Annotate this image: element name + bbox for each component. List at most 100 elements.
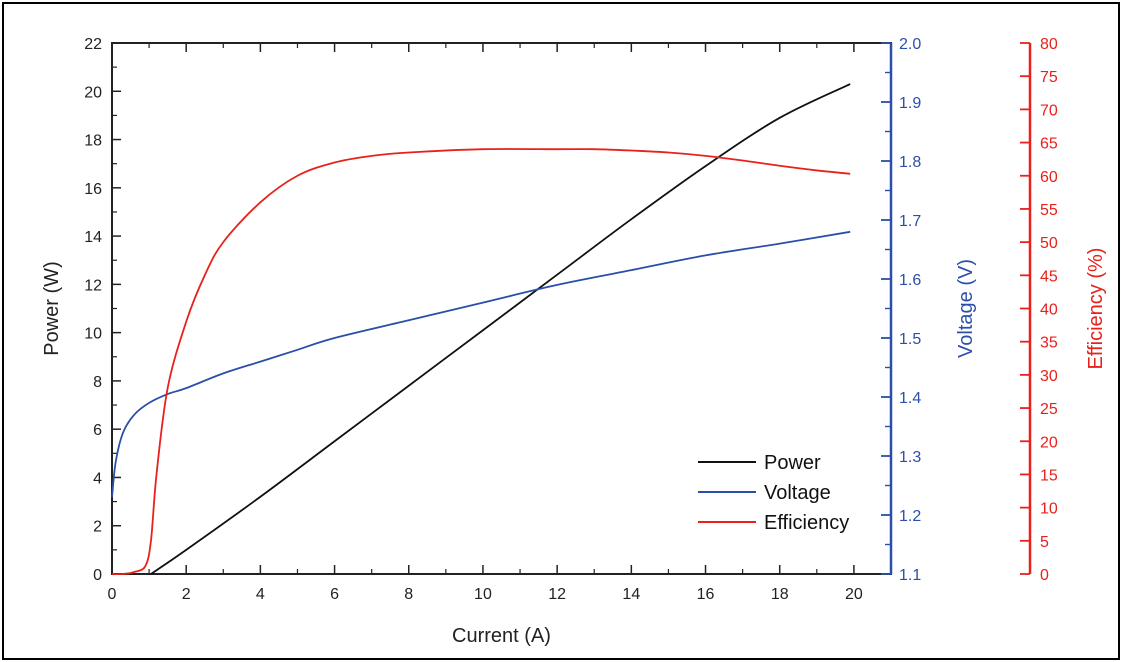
- data-point-efficiency: [850, 173, 851, 174]
- data-point-voltage: [223, 373, 224, 374]
- data-point-power: [260, 496, 261, 497]
- power-tick-label-20: 20: [84, 84, 102, 101]
- power-tick-label-22: 22: [84, 36, 102, 53]
- data-point-efficiency: [668, 152, 669, 153]
- data-point-voltage: [134, 414, 135, 415]
- efficiency-axis-title: Efficiency (%): [1085, 248, 1107, 370]
- power-tick-label-12: 12: [84, 277, 102, 294]
- efficiency-tick-label-30: 30: [1040, 368, 1058, 385]
- power-tick-label-6: 6: [93, 422, 102, 439]
- efficiency-tick-label-75: 75: [1040, 69, 1058, 86]
- efficiency-tick-label-45: 45: [1040, 268, 1058, 285]
- power-tick-label-0: 0: [93, 567, 102, 584]
- x-tick-label-10: 10: [474, 586, 492, 603]
- axes-layer: 0 2 4 6 8 10 12 14 16 18 20 Current (A) 0 2 4 6 8 10 12 14 1…: [41, 36, 1107, 647]
- x-tick-label-18: 18: [771, 586, 789, 603]
- x-tick-label-20: 20: [845, 586, 863, 603]
- series-line-voltage: [111, 230, 851, 498]
- power-axis-title: Power (W): [41, 261, 63, 355]
- x-tick-label-12: 12: [548, 586, 566, 603]
- efficiency-tick-label-25: 25: [1040, 401, 1058, 418]
- data-point-efficiency: [408, 152, 409, 153]
- voltage-tick-label-1-9: 1.9: [899, 95, 921, 112]
- data-point-voltage: [111, 497, 112, 498]
- efficiency-tick-label-10: 10: [1040, 501, 1058, 518]
- voltage-tick-label-1-1: 1.1: [899, 567, 921, 584]
- efficiency-tick-label-5: 5: [1040, 534, 1049, 551]
- data-point-efficiency: [150, 540, 151, 541]
- data-point-power: [334, 441, 335, 442]
- data-point-power: [557, 274, 558, 275]
- x-tick-label-0: 0: [108, 586, 117, 603]
- power-tick-label-10: 10: [84, 326, 102, 343]
- voltage-axis-title: Voltage (V): [955, 259, 977, 358]
- x-tick-label-4: 4: [256, 586, 265, 603]
- x-tick-label-2: 2: [182, 586, 191, 603]
- data-point-efficiency: [123, 573, 124, 574]
- data-point-power: [408, 385, 409, 386]
- data-point-voltage: [297, 349, 298, 350]
- data-point-efficiency: [156, 474, 157, 475]
- data-point-power: [850, 83, 851, 84]
- data-point-voltage: [334, 337, 335, 338]
- efficiency-tick-label-20: 20: [1040, 434, 1058, 451]
- legend: Power Voltage Efficiency: [698, 452, 849, 534]
- efficiency-tick-label-80: 80: [1040, 36, 1058, 53]
- voltage-tick-label-1-3: 1.3: [899, 449, 921, 466]
- data-point-efficiency: [297, 175, 298, 176]
- data-point-voltage: [482, 302, 483, 303]
- series-line-power: [150, 83, 851, 575]
- voltage-tick-label-1-7: 1.7: [899, 213, 921, 230]
- power-tick-label-16: 16: [84, 181, 102, 198]
- legend-label-power: Power: [764, 452, 821, 474]
- data-point-voltage: [631, 270, 632, 271]
- power-tick-label-14: 14: [84, 229, 102, 246]
- x-axis-title: Current (A): [452, 625, 551, 647]
- data-point-efficiency: [482, 149, 483, 150]
- x-tick-label-16: 16: [697, 586, 715, 603]
- data-point-efficiency: [223, 242, 224, 243]
- data-point-efficiency: [204, 275, 205, 276]
- data-point-voltage: [408, 320, 409, 321]
- data-point-power: [631, 219, 632, 220]
- power-tick-label-4: 4: [93, 470, 102, 487]
- x-tick-label-6: 6: [330, 586, 339, 603]
- voltage-tick-label-1-8: 1.8: [899, 154, 921, 171]
- data-point-efficiency: [557, 149, 558, 150]
- data-point-voltage: [115, 461, 116, 462]
- voltage-tick-label-2-0: 2.0: [899, 36, 921, 53]
- data-point-efficiency: [742, 160, 743, 161]
- data-point-voltage: [260, 361, 261, 362]
- data-point-efficiency: [631, 150, 632, 151]
- efficiency-tick-label-55: 55: [1040, 202, 1058, 219]
- data-point-efficiency: [334, 162, 335, 163]
- x-tick-label-8: 8: [404, 586, 413, 603]
- legend-label-efficiency: Efficiency: [764, 512, 849, 534]
- data-point-voltage: [850, 231, 851, 232]
- data-point-voltage: [186, 388, 187, 389]
- data-point-voltage: [557, 284, 558, 285]
- data-point-voltage: [123, 432, 124, 433]
- data-point-power: [705, 166, 706, 167]
- data-point-power: [779, 117, 780, 118]
- voltage-tick-label-1-2: 1.2: [899, 508, 921, 525]
- data-point-power: [482, 330, 483, 331]
- efficiency-tick-label-60: 60: [1040, 169, 1058, 186]
- data-point-efficiency: [816, 170, 817, 171]
- data-point-power: [186, 549, 187, 550]
- voltage-tick-label-1-5: 1.5: [899, 331, 921, 348]
- data-point-efficiency: [145, 565, 146, 566]
- data-point-efficiency: [134, 571, 135, 572]
- data-point-power: [150, 573, 151, 574]
- data-point-efficiency: [260, 202, 261, 203]
- data-point-efficiency: [779, 165, 780, 166]
- x-tick-label-14: 14: [622, 586, 640, 603]
- data-point-efficiency: [594, 149, 595, 150]
- voltage-tick-label-1-6: 1.6: [899, 272, 921, 289]
- data-point-efficiency: [167, 388, 168, 389]
- data-point-efficiency: [371, 155, 372, 156]
- efficiency-tick-label-15: 15: [1040, 467, 1058, 484]
- voltage-tick-label-1-4: 1.4: [899, 390, 921, 407]
